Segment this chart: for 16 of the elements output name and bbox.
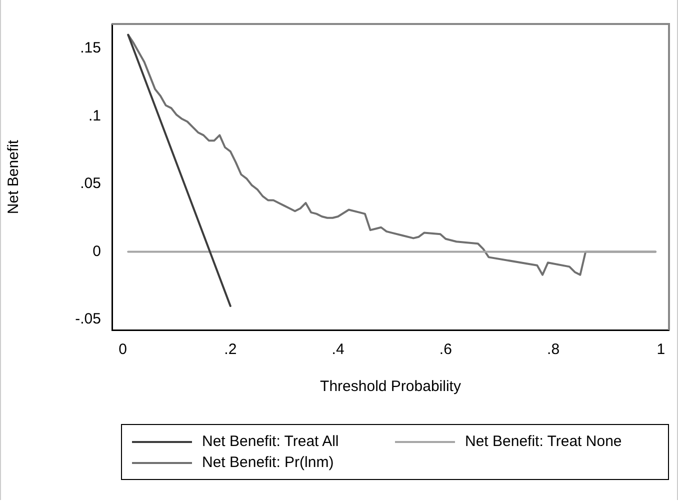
legend-label: Net Benefit: Treat All	[202, 433, 339, 450]
y-axis-title: Net Benefit	[5, 139, 22, 214]
y-tick-label: .15	[80, 40, 101, 57]
y-tick-label: -.05	[75, 310, 101, 328]
y-tick-label: 0	[92, 242, 101, 260]
legend-label: Net Benefit: Pr(lnm)	[202, 454, 334, 471]
y-tick-label: .1	[88, 107, 101, 124]
x-tick-label: 0	[118, 341, 127, 358]
x-tick-label: .4	[332, 341, 344, 358]
x-tick-label: 1	[656, 341, 666, 358]
legend-label: Net Benefit: Treat None	[465, 433, 622, 450]
x-tick-label: .6	[439, 341, 452, 358]
x-tick-label: .2	[224, 341, 237, 358]
x-tick-label: .8	[547, 341, 560, 358]
y-tick-label: .05	[80, 175, 101, 192]
x-axis-title: Threshold Probability	[320, 378, 462, 396]
